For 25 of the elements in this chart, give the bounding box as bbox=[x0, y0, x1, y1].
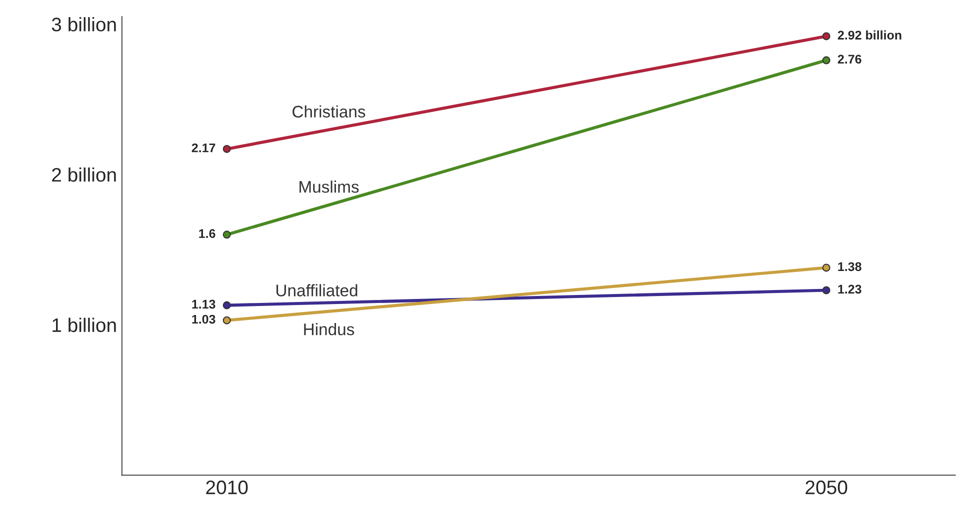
series-label: Hindus bbox=[304, 323, 354, 336]
point bbox=[222, 144, 231, 153]
y-tick-label: 2 billion bbox=[52, 167, 116, 182]
y-tick-label: 1 billion bbox=[52, 318, 116, 332]
point bbox=[822, 56, 830, 64]
data-label: 1.13 bbox=[192, 300, 216, 309]
data-label: 2.92 billion bbox=[838, 30, 902, 40]
series-label: Christians bbox=[292, 105, 366, 118]
x-tick-label: 2010 bbox=[206, 480, 248, 494]
point bbox=[822, 286, 830, 294]
data-label: 1.23 bbox=[838, 284, 862, 294]
point bbox=[822, 32, 830, 40]
y-tick-label: 3 billion bbox=[52, 17, 116, 32]
data-label: 2.76 bbox=[838, 54, 862, 64]
point bbox=[222, 316, 231, 324]
series-label: Muslims bbox=[300, 180, 359, 193]
data-label: 1.38 bbox=[838, 262, 862, 272]
x-tick-label: 2050 bbox=[806, 480, 848, 494]
data-label: 1.6 bbox=[199, 229, 216, 238]
point bbox=[222, 230, 231, 239]
data-label: 1.03 bbox=[192, 314, 216, 324]
point bbox=[822, 264, 830, 272]
point bbox=[222, 301, 231, 310]
series-label: Unaffiliated bbox=[276, 284, 358, 296]
data-label: 2.17 bbox=[192, 143, 216, 152]
